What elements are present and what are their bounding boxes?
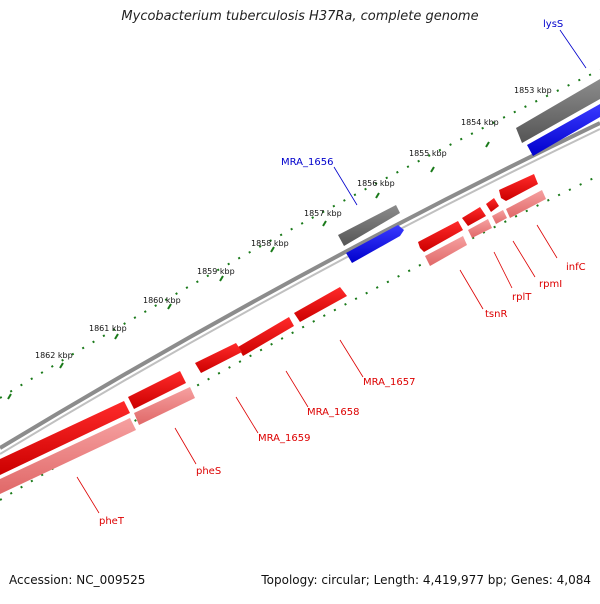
backbone-outer [0,121,600,450]
forward-features [338,79,600,263]
leader-MRA_1659 [235,396,259,434]
cds-pheT [0,418,136,494]
cds-rpmI [492,210,507,224]
major-ticks [7,126,524,400]
label-pheT: pheT [99,516,125,527]
label-MRA_1658: MRA_1658 [307,407,359,418]
reverse-genes [0,174,538,475]
tick-label-1853: 1853 kbp [514,86,552,95]
genome-summary-text: Topology: circular; Length: 4,419,977 bp… [261,573,591,587]
gene-MRA_1659 [195,343,242,373]
label-MRA_1657: MRA_1657 [363,377,415,388]
label-rpmI: rpmI [539,279,562,290]
label-tsnR: tsnR [485,309,507,320]
gene-MRA_1656 [338,205,400,246]
label-pheS: pheS [196,466,221,477]
tick-label-1857: 1857 kbp [304,209,342,218]
leader-pheS [174,427,197,465]
label-MRA_1656: MRA_1656 [281,157,333,168]
reverse-cds [0,190,546,494]
tick-label-1859: 1859 kbp [197,267,235,276]
leader-pheT [76,476,100,514]
label-MRA_1659: MRA_1659 [258,433,310,444]
gene-pheT [0,401,130,475]
tick-label-1858: 1858 kbp [251,239,289,248]
cds-pheS [134,387,195,425]
tick-label-1862: 1862 kbp [35,351,73,360]
map-title: Mycobacterium tuberculosis H37Ra, comple… [121,9,479,24]
label-lysS: lysS [543,19,563,30]
label-rplT: rplT [512,292,532,303]
cds-rplT [468,219,492,238]
gene-MRA_1657 [294,287,347,322]
leader-MRA_1657 [339,339,364,378]
gene-pheS [128,371,186,409]
tick-label-1860: 1860 kbp [143,296,181,305]
leader-tsnR [459,269,484,310]
tick-label-1855: 1855 kbp [409,149,447,158]
gene-infC [499,174,538,201]
leader-infC [536,224,558,259]
cds-MRA_1656 [346,225,404,263]
tick-label-1854: 1854 kbp [461,118,499,127]
feature-labels: lysS MRA_1656 infC rpmI rplT tsnR MRA_16… [76,19,587,527]
cds-lysS [527,104,600,156]
gene-rpmI [486,198,499,212]
gene-lysS [516,79,600,143]
leader-MRA_1656 [333,166,358,206]
tick-label-1856: 1856 kbp [357,179,395,188]
leader-rpmI [512,240,536,278]
leader-lysS [559,29,587,69]
outer-tick-arc [0,69,600,399]
accession-text: Accession: NC_009525 [9,573,146,587]
backbone-inner [0,128,600,455]
cds-tsnR [425,236,467,266]
label-infC: infC [566,262,586,273]
leader-rplT [493,251,513,289]
gene-MRA_1658 [238,317,294,356]
tick-label-1861: 1861 kbp [89,324,127,333]
leader-MRA_1658 [285,370,309,408]
cds-infC [506,190,546,218]
gene-rplT [462,207,486,226]
gene-tsnR [418,221,463,252]
